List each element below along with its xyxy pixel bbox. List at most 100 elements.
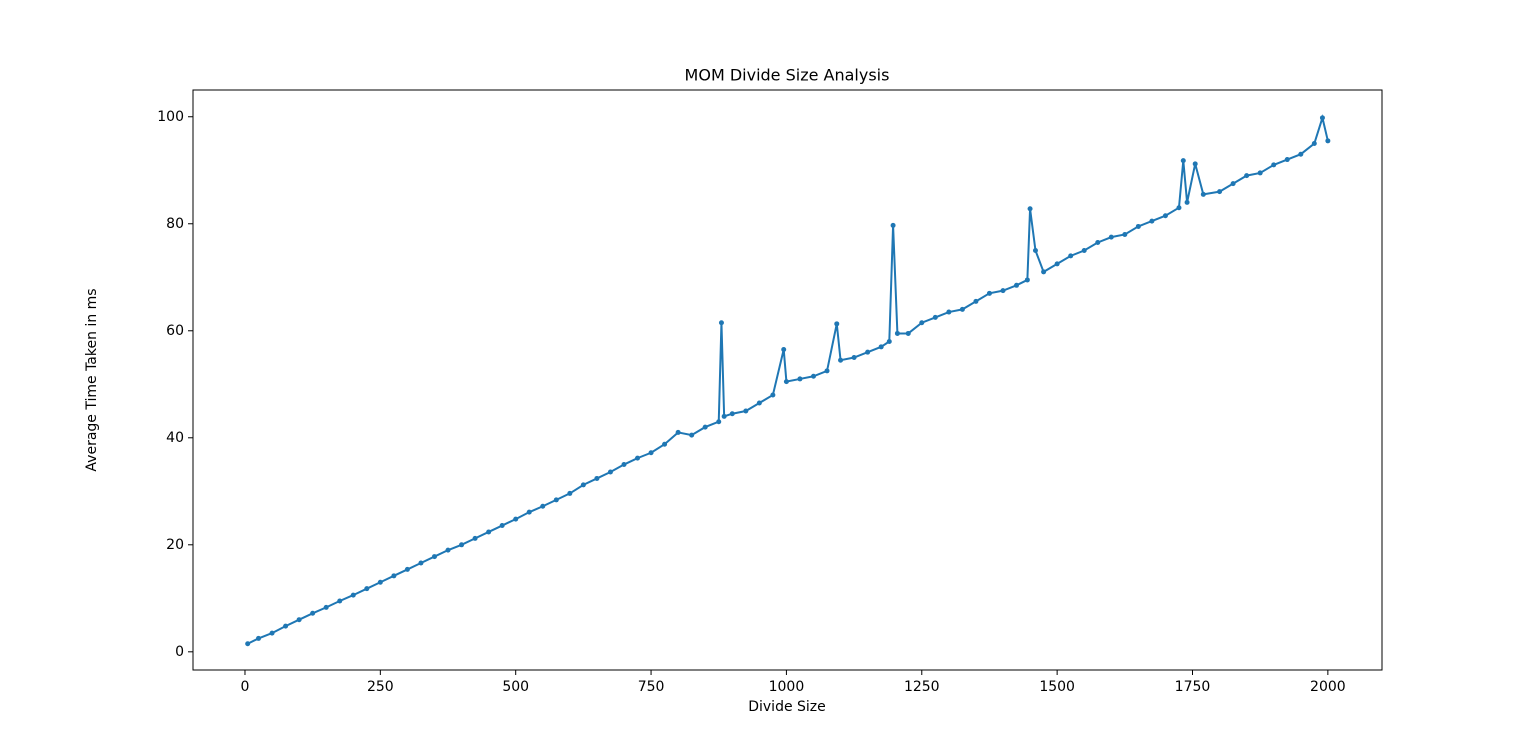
y-tick-label: 40 — [166, 430, 184, 446]
data-point — [431, 554, 437, 560]
x-axis-label: Divide Size — [748, 699, 826, 715]
data-point — [1024, 277, 1030, 283]
data-point — [404, 566, 410, 572]
data-point — [1014, 282, 1020, 288]
data-point — [567, 490, 573, 496]
data-point — [932, 314, 938, 320]
data-point — [486, 529, 492, 535]
data-point — [337, 598, 343, 604]
data-point — [1095, 239, 1101, 245]
data-point — [973, 298, 979, 304]
y-tick-label: 60 — [166, 323, 184, 339]
data-point — [1217, 189, 1223, 195]
data-point — [526, 509, 532, 515]
data-point — [756, 400, 762, 406]
data-point — [675, 429, 681, 435]
data-point — [1068, 253, 1074, 259]
data-point — [648, 450, 654, 456]
data-point — [886, 338, 892, 344]
x-tick-label: 750 — [638, 679, 665, 695]
data-point — [553, 497, 559, 503]
data-point — [323, 604, 329, 610]
data-point — [1284, 157, 1290, 163]
data-point — [797, 376, 803, 382]
data-point — [1271, 162, 1277, 168]
x-tick-label: 500 — [502, 679, 529, 695]
data-point — [1180, 158, 1186, 164]
data-point — [377, 579, 383, 585]
data-point — [1135, 223, 1141, 229]
x-tick-label: 2000 — [1310, 679, 1346, 695]
data-point — [1319, 115, 1325, 121]
data-point — [702, 424, 708, 430]
data-point — [959, 306, 965, 312]
data-point — [283, 623, 289, 629]
data-point — [824, 368, 830, 374]
data-point — [1311, 141, 1317, 147]
x-tick-label: 1750 — [1175, 679, 1211, 695]
data-point — [1149, 218, 1155, 224]
data-point — [1230, 181, 1236, 187]
data-point — [838, 357, 844, 363]
data-point — [919, 320, 925, 326]
chart-title: MOM Divide Size Analysis — [685, 66, 890, 85]
data-point — [1162, 213, 1168, 219]
data-point — [1027, 206, 1033, 212]
data-point — [1054, 261, 1060, 267]
data-point — [350, 592, 356, 598]
data-point — [1032, 248, 1038, 254]
data-point — [594, 475, 600, 481]
data-point — [418, 560, 424, 566]
data-point — [472, 535, 478, 541]
data-point — [269, 630, 275, 636]
data-point — [621, 462, 627, 468]
data-point — [580, 482, 586, 488]
data-point — [721, 413, 727, 419]
x-tick-label: 250 — [367, 679, 394, 695]
data-point — [718, 320, 724, 326]
data-point — [1192, 161, 1198, 167]
x-tick-label: 1000 — [769, 679, 805, 695]
data-point — [513, 516, 519, 522]
data-point — [834, 321, 840, 327]
y-axis-label: Average Time Taken in ms — [84, 288, 100, 471]
data-point — [905, 330, 911, 336]
y-tick-label: 100 — [157, 109, 184, 125]
data-point — [810, 373, 816, 379]
data-point — [635, 455, 641, 461]
data-point — [1122, 231, 1128, 237]
data-point — [540, 503, 546, 509]
data-point — [445, 547, 451, 553]
data-point — [1244, 173, 1250, 179]
y-tick-label: 0 — [175, 644, 184, 660]
data-point — [986, 290, 992, 296]
data-point — [607, 469, 613, 475]
data-point — [1298, 151, 1304, 157]
plot-frame — [192, 89, 1383, 671]
data-point — [1176, 205, 1182, 211]
data-point — [1081, 248, 1087, 254]
data-point — [689, 432, 695, 438]
data-point — [1200, 191, 1206, 197]
x-tick-label: 1500 — [1039, 679, 1075, 695]
x-tick-label: 0 — [241, 679, 250, 695]
data-point — [459, 542, 465, 548]
data-point — [716, 419, 722, 425]
data-point — [364, 586, 370, 592]
data-point — [894, 330, 900, 336]
data-point — [878, 344, 884, 350]
x-tick-label: 1250 — [904, 679, 940, 695]
data-point — [662, 441, 668, 447]
data-point — [865, 349, 871, 355]
data-point — [946, 309, 952, 315]
data-point — [729, 411, 735, 417]
y-tick-label: 80 — [166, 216, 184, 232]
data-point — [310, 610, 316, 616]
data-point — [245, 641, 251, 647]
data-point — [743, 408, 749, 414]
data-point — [256, 635, 262, 641]
data-point — [391, 573, 397, 579]
data-point — [499, 523, 505, 529]
